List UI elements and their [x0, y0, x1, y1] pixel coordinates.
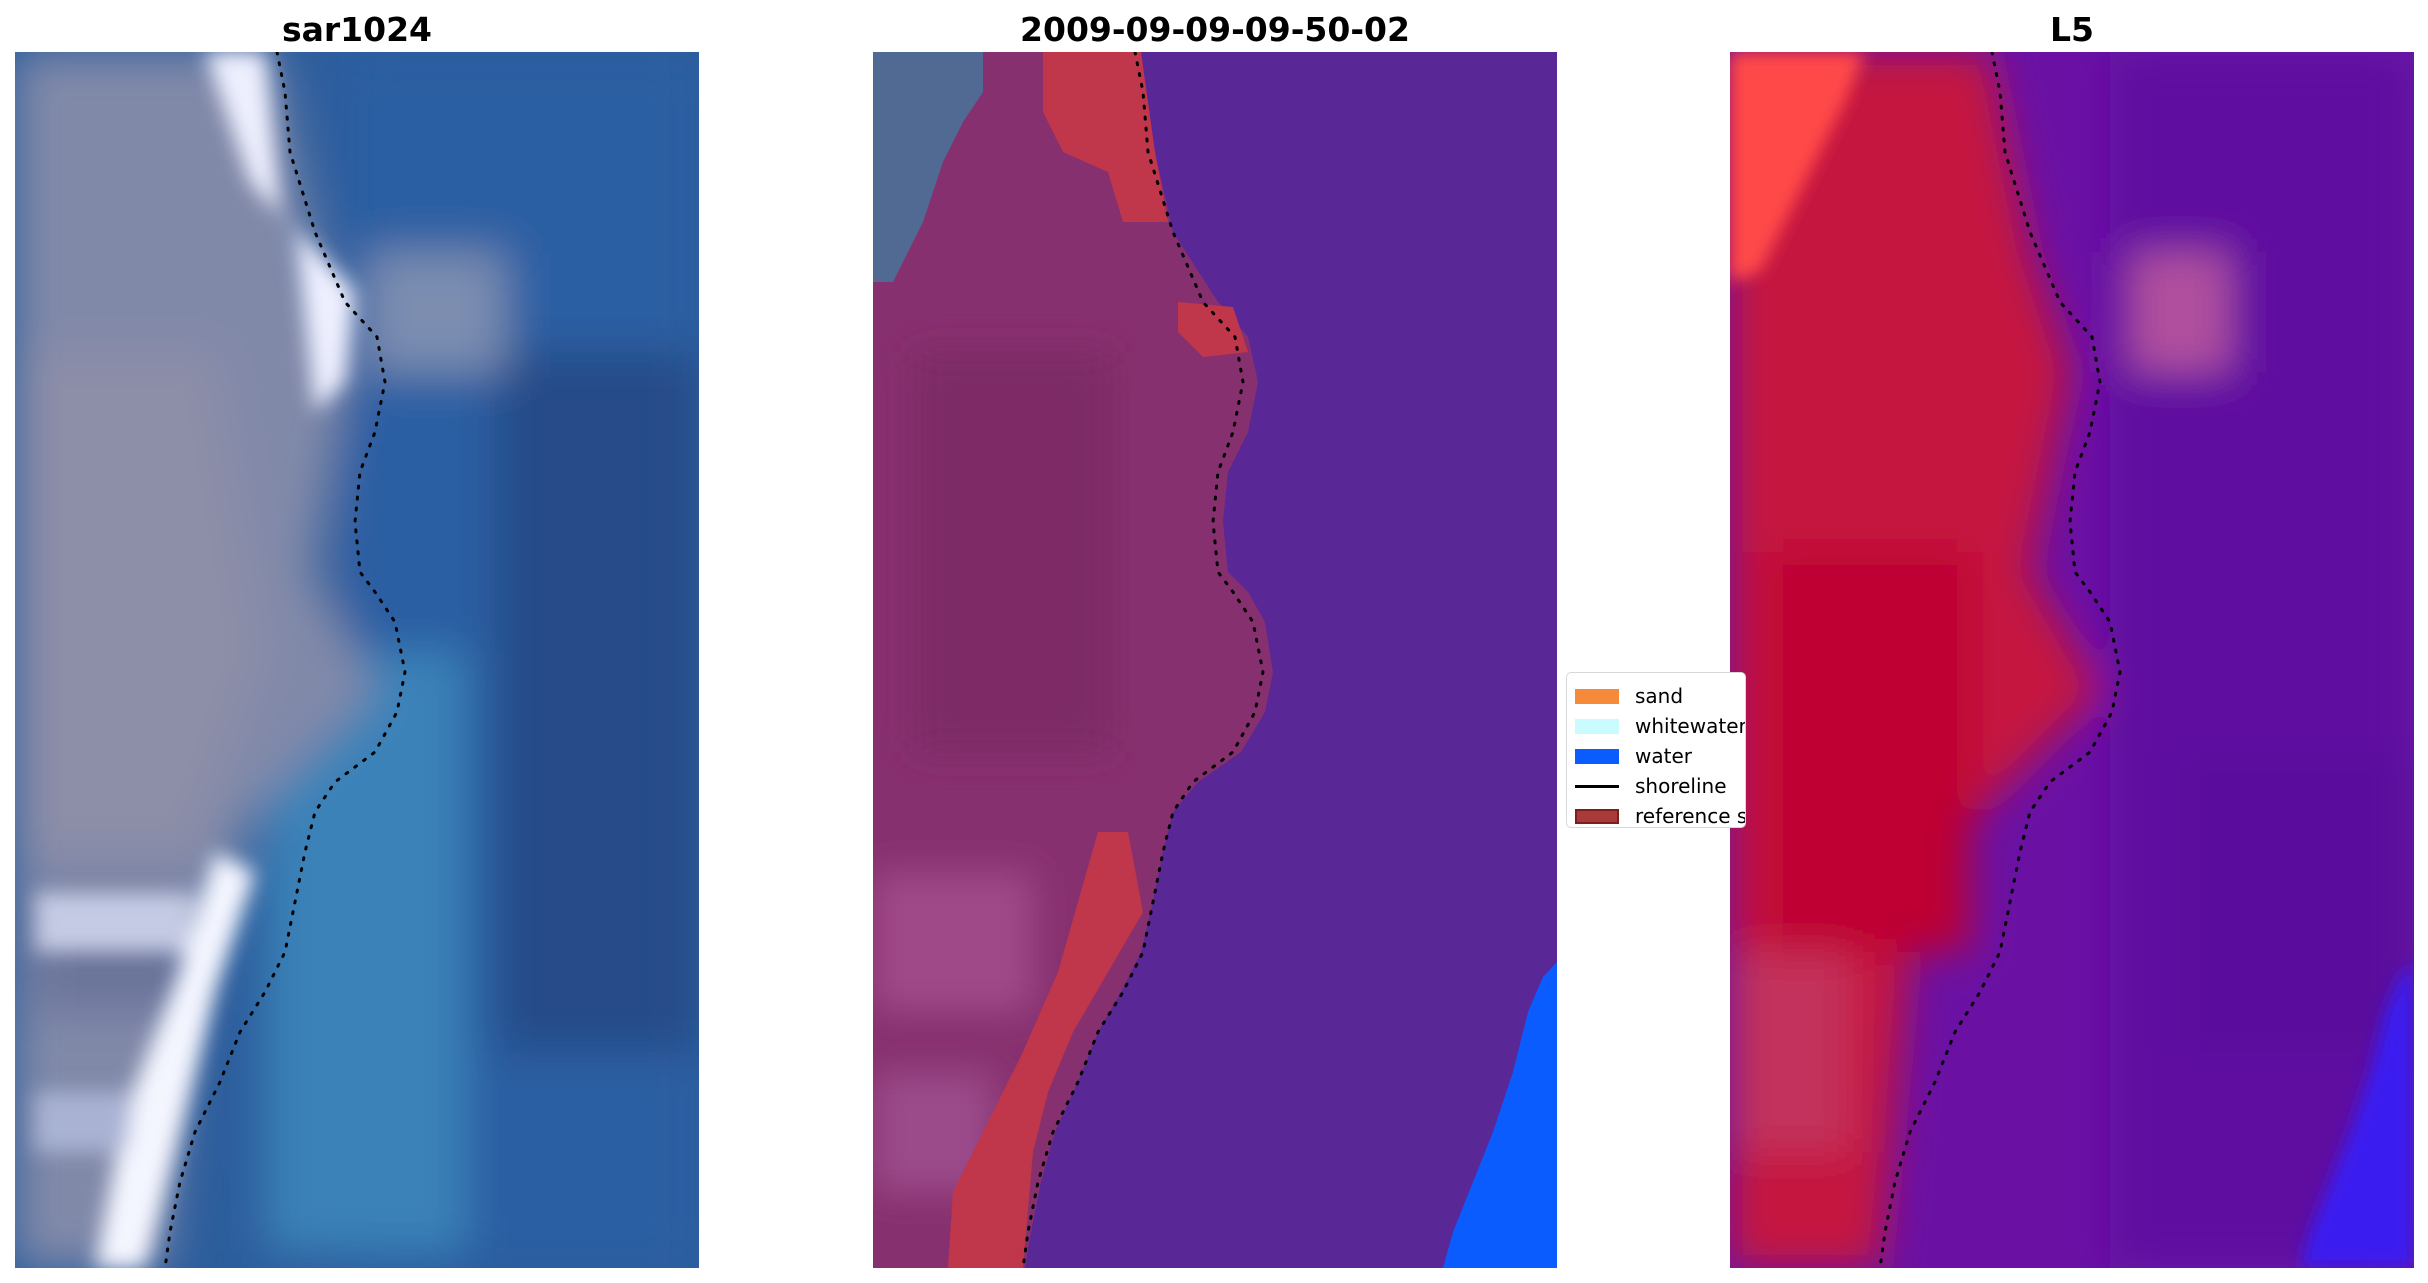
legend-item-sand: sand [1575, 683, 1683, 709]
legend-swatch-sand [1575, 688, 1619, 704]
index-image [1730, 52, 2414, 1268]
legend-swatch-whitewater [1575, 718, 1619, 734]
legend-label: reference shoreline [1635, 804, 1745, 828]
sar-rgb-image [15, 52, 699, 1268]
legend-item-shoreline: shoreline [1575, 773, 1727, 799]
panel-title-sar: sar1024 [281, 10, 433, 49]
legend-item-whitewater: whitewater [1575, 713, 1746, 739]
legend-item-water: water [1575, 743, 1692, 769]
legend-item-reference-shoreline: reference shoreline [1575, 803, 1745, 828]
panel-title-classification: 2009-09-09-09-50-02 [1020, 10, 1410, 49]
legend-label: whitewater [1635, 714, 1746, 738]
shoreline-trace-1 [163, 52, 407, 1268]
legend: sand whitewater water shoreline referenc… [1566, 672, 1746, 828]
legend-swatch-reference-shoreline [1575, 808, 1619, 824]
panel-title-index: L5 [2050, 10, 2094, 49]
legend-label: water [1635, 744, 1692, 768]
classification-image [873, 52, 1557, 1268]
legend-label: shoreline [1635, 774, 1727, 798]
legend-line-shoreline [1575, 784, 1619, 788]
legend-swatch-water [1575, 748, 1619, 764]
legend-label: sand [1635, 684, 1684, 708]
